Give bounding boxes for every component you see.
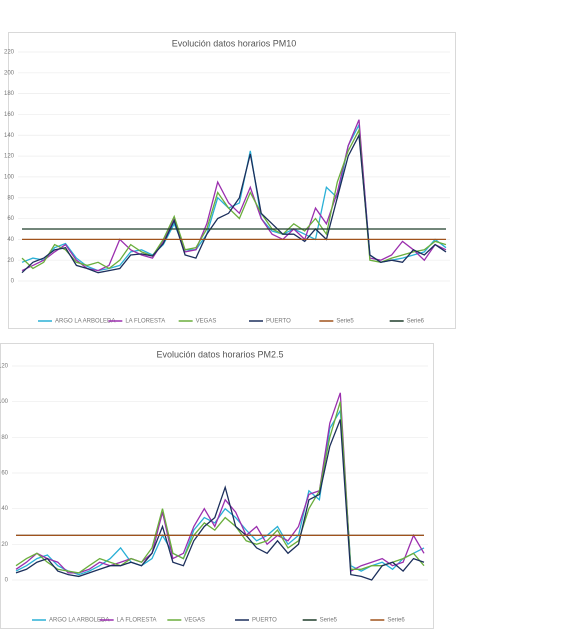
y-tick-label: 20 — [1, 542, 8, 548]
y-tick-label: 80 — [1, 435, 8, 441]
series-line — [21, 127, 447, 270]
chart-panel — [0, 343, 434, 629]
legend-label: Serie5 — [320, 618, 338, 624]
y-tick-label: 220 — [4, 50, 15, 56]
legend-label: Serie6 — [407, 319, 425, 325]
chart-title: Evolución datos horarios PM10 — [172, 38, 297, 48]
y-tick-label: 100 — [4, 174, 15, 180]
legend-label: PUERTO — [252, 618, 277, 624]
y-tick-label: 40 — [7, 237, 14, 243]
y-tick-label: 60 — [1, 471, 8, 477]
series-line — [15, 419, 425, 581]
legend-label: PUERTO — [266, 319, 291, 325]
y-tick-label: 0 — [11, 279, 15, 285]
legend-label: ARGO LA ARBOLEDA — [49, 618, 109, 624]
y-tick-label: 200 — [4, 70, 15, 76]
y-tick-label: 160 — [4, 112, 15, 118]
legend-label: Serie5 — [336, 319, 354, 325]
y-tick-label: 20 — [7, 258, 14, 264]
chart-panel — [8, 32, 456, 329]
series-line — [15, 401, 425, 574]
series-line — [15, 392, 425, 574]
legend-label: LA FLORESTA — [117, 618, 157, 624]
y-tick-label: 140 — [4, 133, 15, 139]
legend-label: Serie6 — [387, 618, 405, 624]
legend-label: ARGO LA ARBOLEDA — [55, 319, 115, 325]
legend-label: VEGAS — [196, 319, 217, 325]
chart-title: Evolución datos horarios PM2.5 — [156, 349, 283, 359]
y-tick-label: 120 — [0, 364, 9, 370]
legend-label: VEGAS — [184, 618, 205, 624]
series-line — [21, 133, 447, 274]
y-tick-label: 100 — [0, 399, 9, 405]
y-tick-label: 180 — [4, 91, 15, 97]
y-tick-label: 120 — [4, 154, 15, 160]
y-tick-label: 40 — [1, 506, 8, 512]
y-tick-label: 0 — [5, 578, 9, 584]
y-tick-label: 80 — [7, 195, 14, 201]
y-tick-label: 60 — [7, 216, 14, 222]
legend-label: LA FLORESTA — [125, 319, 165, 325]
